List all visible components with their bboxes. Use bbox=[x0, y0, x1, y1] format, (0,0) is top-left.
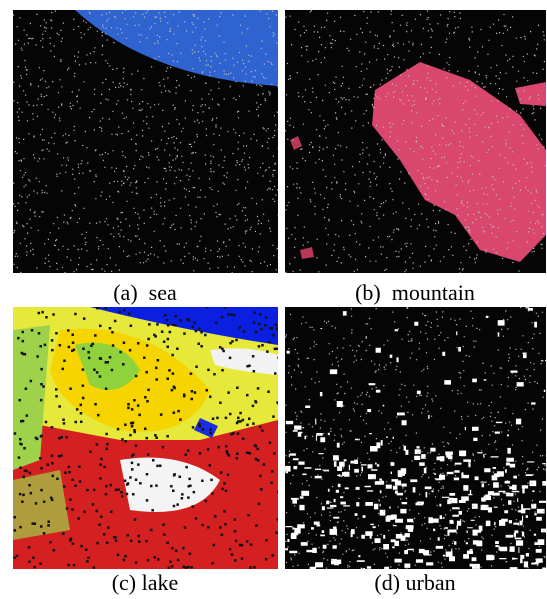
sea-panel bbox=[13, 10, 279, 273]
caption: (c) lake bbox=[112, 570, 179, 595]
mountain-panel bbox=[285, 10, 547, 273]
caption: (b) mountain bbox=[355, 280, 475, 305]
caption: (a) sea bbox=[113, 280, 177, 305]
lake-panel bbox=[13, 307, 280, 569]
urban-panel bbox=[285, 307, 547, 573]
figure: (a) sea (b) mountain (c) lake (d) urban bbox=[0, 0, 547, 599]
caption: (d) urban bbox=[374, 570, 455, 595]
